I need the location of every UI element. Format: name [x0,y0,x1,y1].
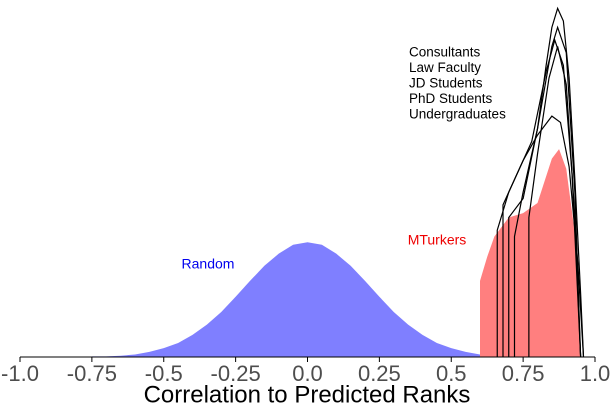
legend-entry: Consultants [409,45,481,60]
density-area [480,149,581,357]
legend-entry: Undergraduates [409,107,506,122]
density-curve [528,46,582,358]
x-tick-label: -1.0 [1,361,39,386]
x-tick-label: 0.5 [436,361,467,386]
legend-entry: Law Faculty [409,60,481,75]
series-label: MTurkers [408,232,467,248]
series-label: Random [182,256,235,272]
x-axis-label: Correlation to Predicted Ranks [144,381,471,407]
density-curve [496,115,585,358]
density-curve [508,25,582,358]
legend-entry: PhD Students [409,91,493,106]
x-tick-label: 0.0 [292,361,323,386]
x-tick-label: -0.25 [211,361,261,386]
x-tick-label: 1.0 [580,361,611,386]
x-tick-label: -0.5 [145,361,183,386]
x-tick-label: -0.75 [67,361,117,386]
density-area [91,242,509,357]
legend-entry: JD Students [409,76,483,91]
x-tick-label: 0.25 [358,361,401,386]
x-tick-label: 0.75 [502,361,545,386]
